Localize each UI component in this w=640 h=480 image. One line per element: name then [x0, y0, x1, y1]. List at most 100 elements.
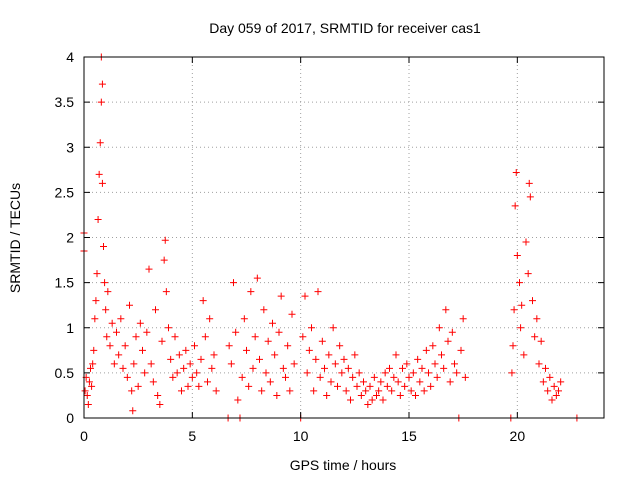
data-point — [438, 351, 445, 359]
data-point — [186, 360, 194, 368]
data-point — [509, 342, 517, 350]
data-point — [128, 387, 136, 395]
data-point — [431, 360, 439, 368]
data-point — [390, 373, 398, 381]
data-point — [535, 360, 543, 368]
data-point — [546, 373, 554, 381]
y-tick-label: 3.5 — [55, 94, 75, 110]
data-point — [249, 364, 257, 372]
data-point — [108, 319, 116, 327]
data-point — [92, 297, 100, 305]
data-point — [353, 382, 361, 390]
data-point — [156, 400, 164, 408]
data-point — [531, 333, 539, 341]
data-point — [123, 373, 131, 381]
y-tick-label: 2 — [66, 230, 74, 246]
data-point — [355, 369, 363, 377]
data-point — [87, 364, 94, 372]
data-point — [323, 391, 331, 399]
data-point — [370, 373, 378, 381]
data-point — [160, 256, 168, 264]
data-point — [508, 369, 516, 377]
data-point — [329, 324, 337, 332]
data-point — [106, 342, 114, 350]
data-point — [366, 382, 374, 390]
data-point — [90, 346, 98, 354]
data-point — [232, 328, 240, 336]
data-point — [247, 288, 255, 296]
data-point — [429, 342, 437, 350]
data-point — [103, 333, 111, 341]
data-point — [230, 279, 237, 287]
data-point — [279, 364, 287, 372]
data-point — [379, 396, 387, 404]
y-tick-label: 2.5 — [55, 184, 75, 200]
data-point — [251, 333, 259, 341]
data-point — [418, 364, 426, 372]
data-point — [199, 297, 207, 305]
data-point — [188, 373, 196, 381]
data-point — [360, 378, 367, 386]
data-point — [84, 400, 92, 408]
data-point — [208, 364, 216, 372]
data-point — [97, 98, 105, 106]
data-point — [522, 238, 530, 246]
data-point — [182, 346, 190, 354]
data-point — [347, 396, 354, 404]
data-point — [516, 279, 523, 287]
y-tick-label: 1 — [66, 320, 74, 336]
data-point — [83, 391, 91, 399]
data-point — [178, 387, 185, 395]
data-point — [392, 351, 400, 359]
data-point — [282, 373, 289, 381]
data-point — [117, 315, 125, 323]
data-point — [349, 373, 357, 381]
data-point — [266, 378, 274, 386]
data-point — [403, 360, 411, 368]
data-point — [89, 360, 97, 368]
data-point — [139, 346, 146, 354]
data-point — [396, 391, 404, 399]
data-point — [104, 288, 112, 296]
data-point — [557, 378, 565, 386]
data-point — [110, 360, 118, 368]
data-point — [262, 369, 270, 377]
data-point — [95, 170, 103, 178]
x-tick-label: 0 — [80, 428, 88, 444]
data-point — [340, 355, 348, 363]
x-tick-label: 15 — [401, 428, 417, 444]
data-point — [394, 378, 402, 386]
data-point — [245, 382, 253, 390]
data-point — [147, 360, 155, 368]
data-point — [331, 360, 339, 368]
data-point — [141, 369, 149, 377]
y-axis-label: SRMTID / TECUs — [7, 183, 23, 293]
data-point — [405, 373, 413, 381]
data-point — [264, 337, 272, 345]
data-point — [197, 355, 205, 363]
data-point — [383, 382, 391, 390]
data-point — [357, 391, 365, 399]
data-point — [240, 315, 248, 323]
x-axis-label: GPS time / hours — [290, 457, 397, 473]
data-point — [401, 382, 409, 390]
data-point — [526, 193, 534, 201]
data-point — [399, 364, 406, 372]
data-point — [169, 373, 177, 381]
data-point — [529, 297, 536, 305]
data-point — [154, 391, 162, 399]
data-point — [416, 378, 424, 386]
data-point — [537, 337, 545, 345]
data-point — [440, 364, 448, 372]
data-point — [88, 382, 96, 390]
data-point — [373, 391, 380, 399]
data-point — [422, 346, 430, 354]
data-points — [80, 53, 581, 422]
data-point — [544, 387, 552, 395]
data-point — [201, 333, 209, 341]
data-point — [253, 274, 261, 282]
data-point — [427, 382, 435, 390]
data-point — [260, 306, 268, 314]
y-tick-label: 0 — [66, 410, 74, 426]
data-point — [180, 364, 188, 372]
